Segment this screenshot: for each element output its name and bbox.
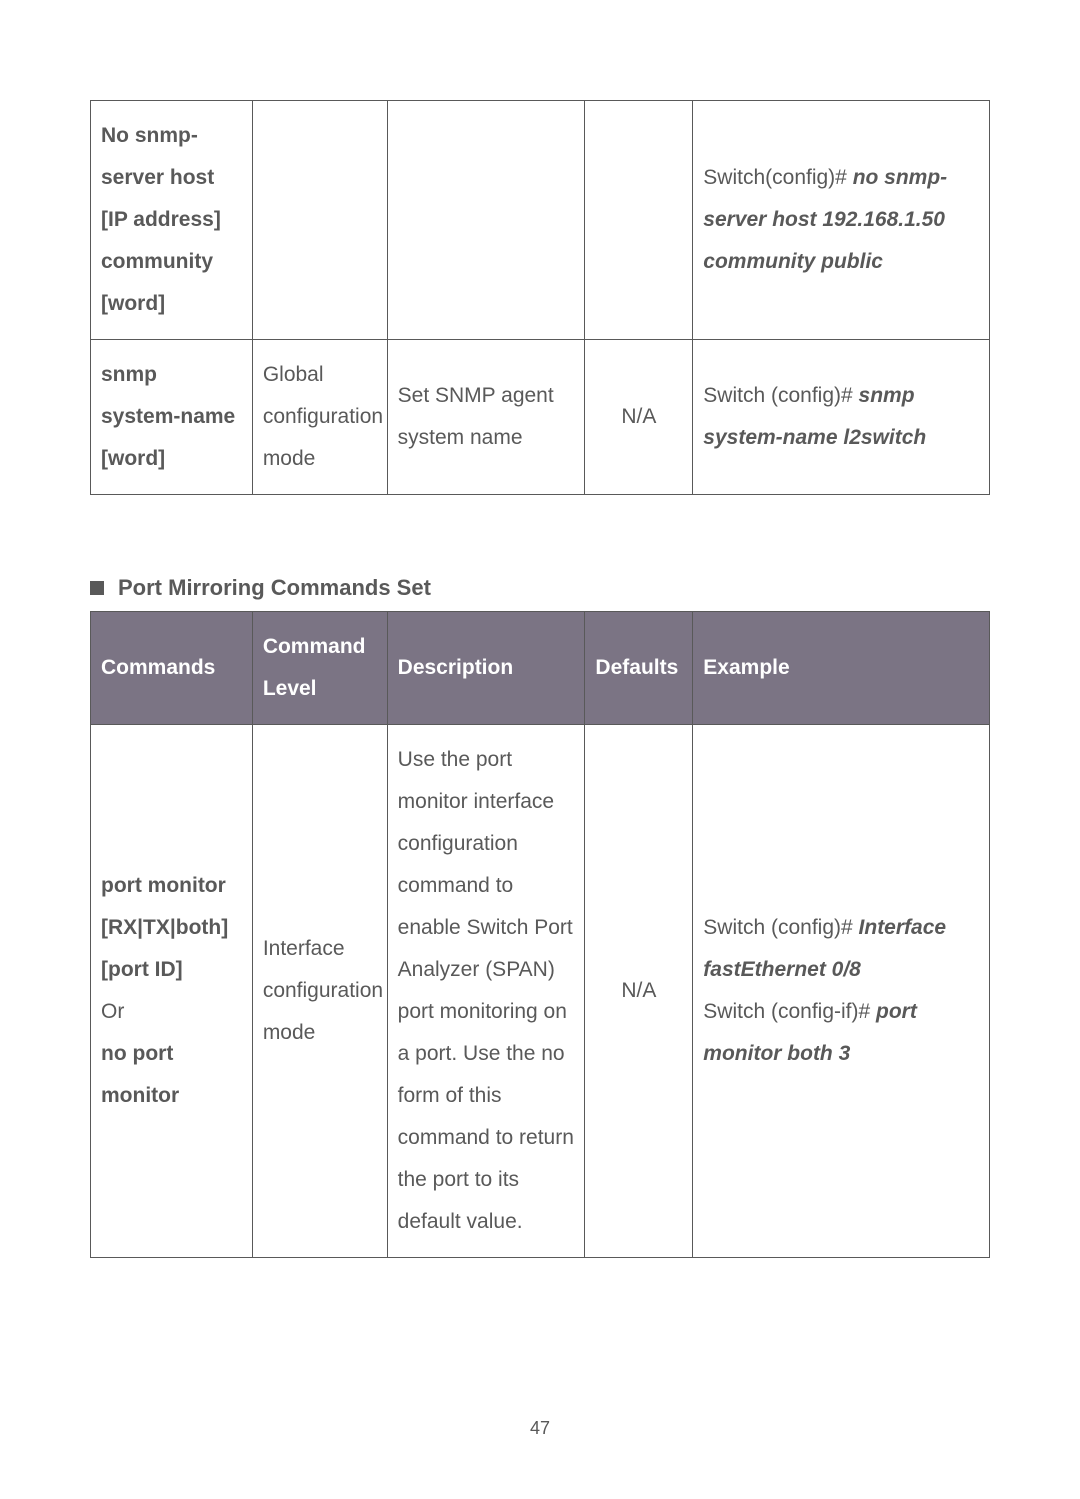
def-cell: N/A	[585, 340, 693, 495]
level-cell	[252, 101, 387, 340]
example-cell: Switch (config)# Interface fastEthernet …	[693, 725, 990, 1258]
cmd-text: snmp system-name [word]	[101, 363, 235, 470]
table-row: port monitor [RX|TX|both] [port ID] Or n…	[91, 725, 990, 1258]
cmd-cell: snmp system-name [word]	[91, 340, 253, 495]
cmd-line: no port monitor	[101, 1042, 179, 1107]
desc-cell: Use the port monitor interface configura…	[387, 725, 585, 1258]
port-mirroring-table: Commands Command Level Description Defau…	[90, 611, 990, 1258]
section-title: Port Mirroring Commands Set	[90, 575, 990, 601]
example-plain: Switch (config-if)#	[703, 1000, 876, 1023]
level-cell: Global configuration mode	[252, 340, 387, 495]
table-header-row: Commands Command Level Description Defau…	[91, 612, 990, 725]
snmp-commands-table: No snmp-server host [IP address] communi…	[90, 100, 990, 495]
page-number: 47	[90, 1418, 990, 1439]
section-title-text: Port Mirroring Commands Set	[118, 575, 431, 601]
example-plain: Switch(config)#	[703, 166, 852, 189]
bullet-icon	[90, 581, 104, 595]
col-header-defaults: Defaults	[585, 612, 693, 725]
cmd-text: No snmp-server host [IP address] communi…	[101, 124, 221, 315]
cmd-cell: port monitor [RX|TX|both] [port ID] Or n…	[91, 725, 253, 1258]
desc-cell: Set SNMP agent system name	[387, 340, 585, 495]
example-cell: Switch (config)# snmp system-name l2swit…	[693, 340, 990, 495]
cmd-cell: No snmp-server host [IP address] communi…	[91, 101, 253, 340]
table-row: snmp system-name [word] Global configura…	[91, 340, 990, 495]
def-cell: N/A	[585, 725, 693, 1258]
cmd-line: port monitor [RX|TX|both] [port ID]	[101, 874, 228, 981]
col-header-level: Command Level	[252, 612, 387, 725]
desc-cell	[387, 101, 585, 340]
col-header-example: Example	[693, 612, 990, 725]
col-header-desc: Description	[387, 612, 585, 725]
cmd-line: Or	[101, 1000, 124, 1023]
example-cell: Switch(config)# no snmp-server host 192.…	[693, 101, 990, 340]
level-cell: Interface configuration mode	[252, 725, 387, 1258]
example-plain: Switch (config)#	[703, 384, 858, 407]
example-plain: Switch (config)#	[703, 916, 858, 939]
col-header-commands: Commands	[91, 612, 253, 725]
def-cell	[585, 101, 693, 340]
table-row: No snmp-server host [IP address] communi…	[91, 101, 990, 340]
